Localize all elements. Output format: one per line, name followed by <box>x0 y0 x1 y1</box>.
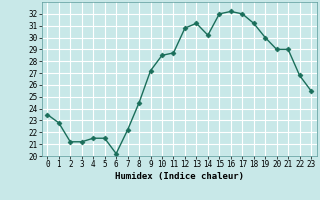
X-axis label: Humidex (Indice chaleur): Humidex (Indice chaleur) <box>115 172 244 181</box>
